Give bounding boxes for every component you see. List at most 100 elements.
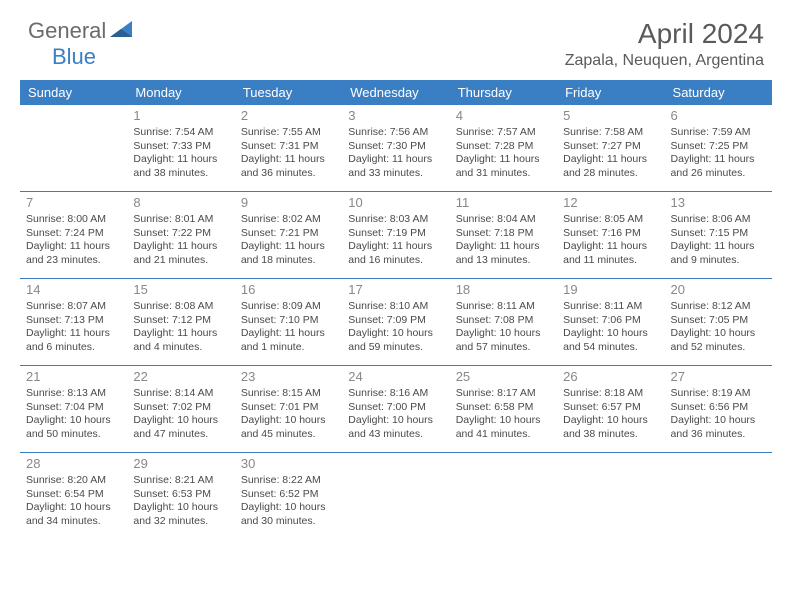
sunset-line: Sunset: 7:00 PM (348, 401, 443, 415)
sunset-line: Sunset: 7:33 PM (133, 140, 228, 154)
day-number: 24 (348, 369, 443, 386)
logo-text-2-wrap: Blue (52, 44, 96, 70)
calendar-cell: 6Sunrise: 7:59 AMSunset: 7:25 PMDaylight… (665, 105, 772, 191)
calendar-week: 7Sunrise: 8:00 AMSunset: 7:24 PMDaylight… (20, 192, 772, 279)
daylight-line: Daylight: 11 hours and 13 minutes. (456, 240, 551, 267)
calendar-cell: 22Sunrise: 8:14 AMSunset: 7:02 PMDayligh… (127, 366, 234, 452)
daylight-line: Daylight: 11 hours and 1 minute. (241, 327, 336, 354)
day-number: 2 (241, 108, 336, 125)
calendar-cell: 4Sunrise: 7:57 AMSunset: 7:28 PMDaylight… (450, 105, 557, 191)
daylight-line: Daylight: 11 hours and 18 minutes. (241, 240, 336, 267)
sunset-line: Sunset: 7:05 PM (671, 314, 766, 328)
day-number: 12 (563, 195, 658, 212)
page-header: General April 2024 Zapala, Neuquen, Arge… (0, 0, 792, 76)
day-number: 26 (563, 369, 658, 386)
sunrise-line: Sunrise: 8:22 AM (241, 474, 336, 488)
daylight-line: Daylight: 10 hours and 52 minutes. (671, 327, 766, 354)
sunrise-line: Sunrise: 8:21 AM (133, 474, 228, 488)
day-number: 27 (671, 369, 766, 386)
day-of-week: Saturday (665, 80, 772, 105)
sunset-line: Sunset: 6:56 PM (671, 401, 766, 415)
calendar-cell: 14Sunrise: 8:07 AMSunset: 7:13 PMDayligh… (20, 279, 127, 365)
calendar-week: 1Sunrise: 7:54 AMSunset: 7:33 PMDaylight… (20, 105, 772, 192)
sunrise-line: Sunrise: 8:06 AM (671, 213, 766, 227)
calendar-cell: 27Sunrise: 8:19 AMSunset: 6:56 PMDayligh… (665, 366, 772, 452)
daylight-line: Daylight: 11 hours and 28 minutes. (563, 153, 658, 180)
day-number: 6 (671, 108, 766, 125)
sunrise-line: Sunrise: 8:11 AM (563, 300, 658, 314)
calendar-cell: 9Sunrise: 8:02 AMSunset: 7:21 PMDaylight… (235, 192, 342, 278)
sunrise-line: Sunrise: 8:01 AM (133, 213, 228, 227)
calendar-cell: 28Sunrise: 8:20 AMSunset: 6:54 PMDayligh… (20, 453, 127, 539)
sunset-line: Sunset: 7:13 PM (26, 314, 121, 328)
daylight-line: Daylight: 11 hours and 36 minutes. (241, 153, 336, 180)
day-of-week: Sunday (20, 80, 127, 105)
day-number: 20 (671, 282, 766, 299)
daylight-line: Daylight: 10 hours and 32 minutes. (133, 501, 228, 528)
daylight-line: Daylight: 11 hours and 21 minutes. (133, 240, 228, 267)
sunrise-line: Sunrise: 8:19 AM (671, 387, 766, 401)
daylight-line: Daylight: 10 hours and 41 minutes. (456, 414, 551, 441)
calendar-cell (665, 453, 772, 539)
daylight-line: Daylight: 11 hours and 38 minutes. (133, 153, 228, 180)
logo: General (28, 18, 140, 44)
calendar-week: 21Sunrise: 8:13 AMSunset: 7:04 PMDayligh… (20, 366, 772, 453)
daylight-line: Daylight: 10 hours and 47 minutes. (133, 414, 228, 441)
day-number: 16 (241, 282, 336, 299)
sunset-line: Sunset: 6:52 PM (241, 488, 336, 502)
calendar-cell: 21Sunrise: 8:13 AMSunset: 7:04 PMDayligh… (20, 366, 127, 452)
calendar-cell: 10Sunrise: 8:03 AMSunset: 7:19 PMDayligh… (342, 192, 449, 278)
sunset-line: Sunset: 7:22 PM (133, 227, 228, 241)
sunrise-line: Sunrise: 8:05 AM (563, 213, 658, 227)
sunrise-line: Sunrise: 8:16 AM (348, 387, 443, 401)
day-number: 13 (671, 195, 766, 212)
sunset-line: Sunset: 7:18 PM (456, 227, 551, 241)
day-number: 23 (241, 369, 336, 386)
day-number: 19 (563, 282, 658, 299)
calendar-cell: 18Sunrise: 8:11 AMSunset: 7:08 PMDayligh… (450, 279, 557, 365)
sunset-line: Sunset: 7:09 PM (348, 314, 443, 328)
calendar-cell: 25Sunrise: 8:17 AMSunset: 6:58 PMDayligh… (450, 366, 557, 452)
sunrise-line: Sunrise: 8:10 AM (348, 300, 443, 314)
calendar-cell: 11Sunrise: 8:04 AMSunset: 7:18 PMDayligh… (450, 192, 557, 278)
calendar-cell: 23Sunrise: 8:15 AMSunset: 7:01 PMDayligh… (235, 366, 342, 452)
daylight-line: Daylight: 10 hours and 36 minutes. (671, 414, 766, 441)
sunrise-line: Sunrise: 8:11 AM (456, 300, 551, 314)
day-number: 18 (456, 282, 551, 299)
triangle-icon (110, 19, 136, 44)
day-number: 4 (456, 108, 551, 125)
calendar-cell: 12Sunrise: 8:05 AMSunset: 7:16 PMDayligh… (557, 192, 664, 278)
calendar-cell: 16Sunrise: 8:09 AMSunset: 7:10 PMDayligh… (235, 279, 342, 365)
day-number: 9 (241, 195, 336, 212)
sunset-line: Sunset: 7:27 PM (563, 140, 658, 154)
day-number: 22 (133, 369, 228, 386)
daylight-line: Daylight: 10 hours and 57 minutes. (456, 327, 551, 354)
day-of-week: Monday (127, 80, 234, 105)
day-number: 15 (133, 282, 228, 299)
sunrise-line: Sunrise: 7:57 AM (456, 126, 551, 140)
sunset-line: Sunset: 7:16 PM (563, 227, 658, 241)
daylight-line: Daylight: 10 hours and 30 minutes. (241, 501, 336, 528)
calendar-cell: 7Sunrise: 8:00 AMSunset: 7:24 PMDaylight… (20, 192, 127, 278)
day-number: 21 (26, 369, 121, 386)
daylight-line: Daylight: 10 hours and 38 minutes. (563, 414, 658, 441)
calendar-cell: 30Sunrise: 8:22 AMSunset: 6:52 PMDayligh… (235, 453, 342, 539)
calendar-cell: 13Sunrise: 8:06 AMSunset: 7:15 PMDayligh… (665, 192, 772, 278)
sunset-line: Sunset: 7:04 PM (26, 401, 121, 415)
day-number: 25 (456, 369, 551, 386)
sunset-line: Sunset: 6:53 PM (133, 488, 228, 502)
daylight-line: Daylight: 11 hours and 16 minutes. (348, 240, 443, 267)
day-of-week: Tuesday (235, 80, 342, 105)
sunrise-line: Sunrise: 7:58 AM (563, 126, 658, 140)
sunset-line: Sunset: 7:10 PM (241, 314, 336, 328)
day-of-week: Wednesday (342, 80, 449, 105)
calendar: SundayMondayTuesdayWednesdayThursdayFrid… (20, 80, 772, 539)
calendar-cell: 5Sunrise: 7:58 AMSunset: 7:27 PMDaylight… (557, 105, 664, 191)
sunrise-line: Sunrise: 8:04 AM (456, 213, 551, 227)
location: Zapala, Neuquen, Argentina (565, 52, 764, 70)
daylight-line: Daylight: 10 hours and 50 minutes. (26, 414, 121, 441)
sunset-line: Sunset: 7:01 PM (241, 401, 336, 415)
sunset-line: Sunset: 6:57 PM (563, 401, 658, 415)
calendar-cell: 20Sunrise: 8:12 AMSunset: 7:05 PMDayligh… (665, 279, 772, 365)
sunset-line: Sunset: 7:31 PM (241, 140, 336, 154)
